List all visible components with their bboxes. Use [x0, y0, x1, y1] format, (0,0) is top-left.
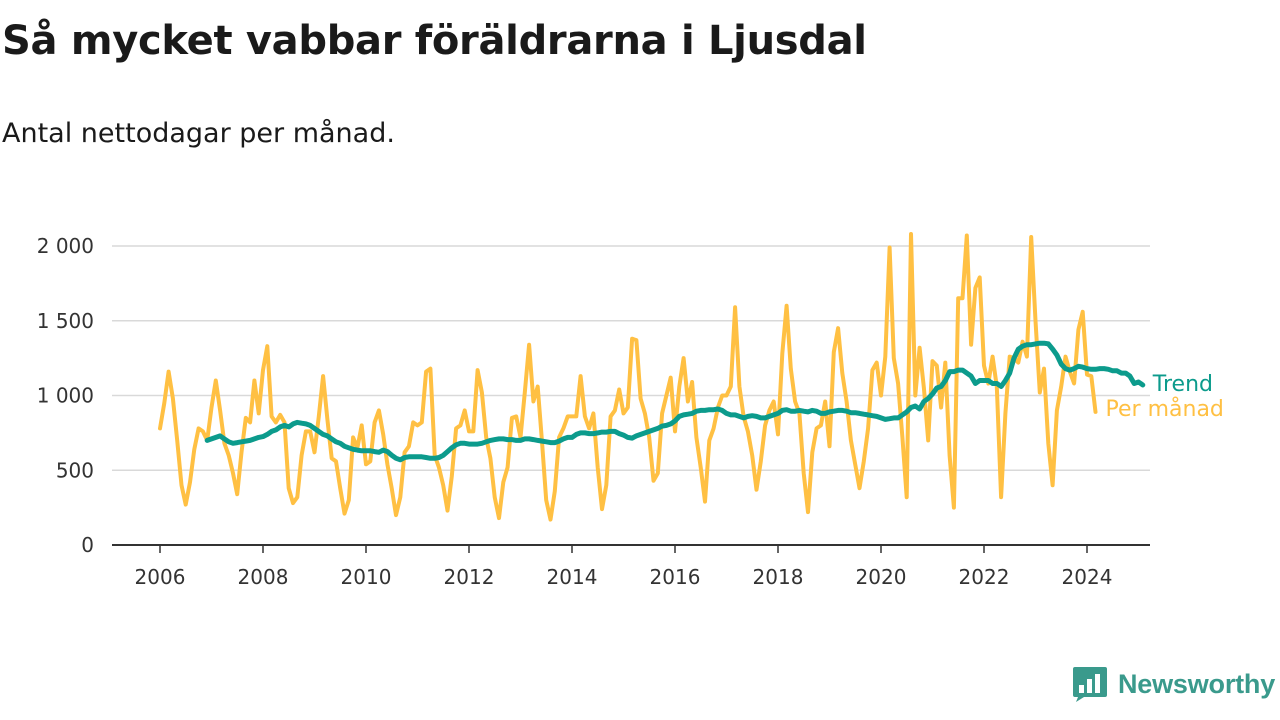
y-tick-label: 2 000: [37, 234, 94, 258]
x-tick-label: 2018: [753, 565, 804, 589]
x-tick-label: 2014: [547, 565, 598, 589]
newsworthy-logo-icon: [1073, 667, 1107, 702]
y-axis-ticks: 0 500 1 000 1 500 2 000: [37, 234, 94, 557]
x-tick-label: 2008: [238, 565, 289, 589]
x-tick-label: 2012: [444, 565, 495, 589]
gridlines: [112, 245, 1150, 471]
y-tick-label: 0: [81, 533, 94, 557]
chart-subtitle: Antal nettodagar per månad.: [2, 118, 395, 149]
brand-logo: Newsworthy: [1072, 664, 1275, 704]
brand-name: Newsworthy: [1118, 668, 1276, 699]
y-tick-label: 500: [56, 458, 94, 482]
legend-trend: Trend: [1152, 372, 1213, 397]
y-tick-label: 1 000: [37, 384, 94, 408]
x-tick-label: 2010: [341, 565, 392, 589]
x-tick-label: 2020: [856, 565, 907, 589]
x-tick-label: 2024: [1062, 565, 1113, 589]
x-tick-label: 2016: [650, 565, 701, 589]
legend-monthly: Per månad: [1106, 396, 1224, 422]
chart-title: Så mycket vabbar föräldrarna i Ljusdal: [2, 18, 867, 64]
x-axis-ticks: 2006 2008 2010 2012 2014 2016 2018 2020 2022 2024: [135, 545, 1113, 589]
monthly-line: [158, 232, 1098, 522]
y-tick-label: 1 500: [37, 309, 94, 333]
x-tick-label: 2022: [959, 565, 1010, 589]
x-tick-label: 2006: [135, 565, 186, 589]
trend-line: [204, 340, 1146, 463]
series-lines: [158, 232, 1146, 522]
